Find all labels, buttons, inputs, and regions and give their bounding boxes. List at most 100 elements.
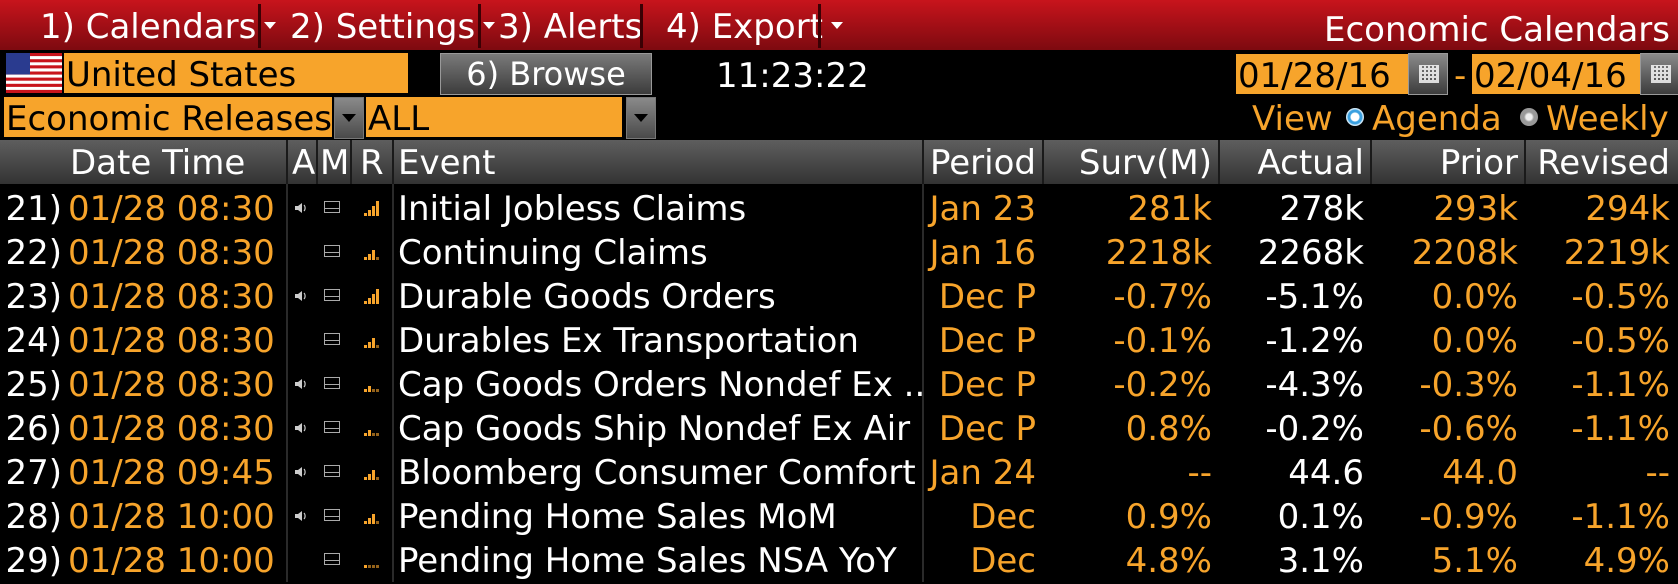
event-name[interactable]: Cap Goods Orders Nondef Ex ... xyxy=(398,365,926,405)
table-row[interactable]: 22) 01/28 08:30 Continuing Claims Jan 16 221… xyxy=(0,230,1678,274)
chevron-down-icon xyxy=(264,22,277,29)
event-name[interactable]: Durable Goods Orders xyxy=(398,277,776,317)
date-range-separator: - xyxy=(1454,56,1467,96)
speaker-icon[interactable] xyxy=(294,201,308,215)
release-datetime: 01/28 08:30 xyxy=(68,365,275,405)
header-alert[interactable]: A xyxy=(292,143,316,183)
table-row[interactable]: 23) 01/28 08:30 Durable Goods Orders Dec P -… xyxy=(0,274,1678,318)
event-period: Dec P xyxy=(938,409,1036,449)
header-mail[interactable]: M xyxy=(320,143,350,183)
menu-calendars[interactable]: 1) Calendars xyxy=(40,0,277,50)
view-agenda-radio[interactable] xyxy=(1346,108,1364,126)
event-period: Dec P xyxy=(938,321,1036,361)
event-name[interactable]: Bloomberg Consumer Comfort xyxy=(398,453,916,493)
speaker-icon[interactable] xyxy=(294,421,308,435)
row-number[interactable]: 26) xyxy=(5,409,62,449)
header-datetime[interactable]: Date Time xyxy=(70,143,246,183)
relevance-bars-icon xyxy=(364,508,382,524)
table-row[interactable]: 25) 01/28 08:30 Cap Goods Orders Nondef Ex… xyxy=(0,362,1678,406)
menu-export[interactable]: 4) Export xyxy=(666,0,844,50)
end-date-field[interactable]: 02/04/16 xyxy=(1472,54,1640,94)
mail-icon[interactable] xyxy=(324,421,340,433)
event-period: Dec P xyxy=(938,277,1036,317)
event-name[interactable]: Durables Ex Transportation xyxy=(398,321,859,361)
us-flag-icon[interactable] xyxy=(6,53,62,93)
header-divider xyxy=(1524,140,1526,184)
mail-icon[interactable] xyxy=(324,245,340,257)
column-divider xyxy=(392,184,394,582)
speaker-icon[interactable] xyxy=(294,289,308,303)
table-row[interactable]: 29) 01/28 10:00 Pending Home Sales NSA YoY… xyxy=(0,538,1678,582)
mail-icon[interactable] xyxy=(324,201,340,213)
row-number[interactable]: 24) xyxy=(5,321,62,361)
speaker-icon[interactable] xyxy=(294,377,308,391)
table-row[interactable]: 27) 01/28 09:45 Bloomberg Consumer Comfort… xyxy=(0,450,1678,494)
start-date-calendar-button[interactable] xyxy=(1408,53,1448,95)
table-row[interactable]: 26) 01/28 08:30 Cap Goods Ship Nondef Ex A… xyxy=(0,406,1678,450)
mail-icon[interactable] xyxy=(324,553,340,565)
header-prior[interactable]: Prior xyxy=(1439,143,1518,183)
revised-value: 294k xyxy=(1585,189,1670,229)
row-number[interactable]: 29) xyxy=(5,541,62,581)
mail-icon[interactable] xyxy=(324,377,340,389)
row-number[interactable]: 28) xyxy=(5,497,62,537)
filter-select[interactable]: ALL xyxy=(366,97,622,137)
relevance-bars-icon xyxy=(364,332,382,348)
event-name[interactable]: Continuing Claims xyxy=(398,233,708,273)
category-select[interactable]: Economic Releases xyxy=(4,97,332,137)
header-divider xyxy=(922,140,924,184)
menu-alerts-label: 3) Alerts xyxy=(498,7,643,47)
event-name[interactable]: Pending Home Sales NSA YoY xyxy=(398,541,897,581)
row-number[interactable]: 22) xyxy=(5,233,62,273)
table-row[interactable]: 24) 01/28 08:30 Durables Ex Transportation… xyxy=(0,318,1678,362)
prior-value: -0.6% xyxy=(1419,409,1518,449)
header-divider xyxy=(1042,140,1044,184)
row-number[interactable]: 23) xyxy=(5,277,62,317)
mail-icon[interactable] xyxy=(324,465,340,477)
view-weekly-label[interactable]: Weekly xyxy=(1546,99,1669,139)
chevron-down-icon xyxy=(483,22,496,29)
table-row[interactable]: 21) 01/28 08:30 Initial Jobless Claims Jan … xyxy=(0,186,1678,230)
view-agenda-label[interactable]: Agenda xyxy=(1372,99,1502,139)
end-date-calendar-button[interactable] xyxy=(1640,53,1678,95)
menu-alerts[interactable]: 3) Alerts xyxy=(498,0,642,50)
event-name[interactable]: Cap Goods Ship Nondef Ex Air xyxy=(398,409,911,449)
prior-value: 44.0 xyxy=(1442,453,1518,493)
relevance-bars-icon xyxy=(364,244,382,260)
filter-value: ALL xyxy=(368,99,430,137)
row-number[interactable]: 25) xyxy=(5,365,62,405)
start-date-field[interactable]: 01/28/16 xyxy=(1236,54,1408,94)
row-number[interactable]: 21) xyxy=(5,189,62,229)
mail-icon[interactable] xyxy=(324,333,340,345)
event-name[interactable]: Pending Home Sales MoM xyxy=(398,497,837,537)
speaker-icon[interactable] xyxy=(294,465,308,479)
table-row[interactable]: 28) 01/28 10:00 Pending Home Sales MoM Dec 0… xyxy=(0,494,1678,538)
end-date-value: 02/04/16 xyxy=(1474,56,1627,94)
prior-value: 2208k xyxy=(1411,233,1518,273)
header-actual[interactable]: Actual xyxy=(1257,143,1364,183)
mail-icon[interactable] xyxy=(324,289,340,301)
speaker-icon[interactable] xyxy=(294,509,308,523)
menu-settings[interactable]: 2) Settings xyxy=(290,0,496,50)
header-event[interactable]: Event xyxy=(398,143,496,183)
actual-value: -5.1% xyxy=(1265,277,1364,317)
row-number[interactable]: 27) xyxy=(5,453,62,493)
country-field[interactable]: United States xyxy=(64,53,408,93)
relevance-bars-icon xyxy=(364,200,382,216)
revised-value: -1.1% xyxy=(1571,365,1670,405)
menu-settings-label: 2) Settings xyxy=(290,7,476,47)
filter-dropdown-button[interactable] xyxy=(626,97,656,139)
browse-button[interactable]: 6) Browse xyxy=(440,53,652,95)
view-weekly-radio[interactable] xyxy=(1520,108,1538,126)
category-dropdown-button[interactable] xyxy=(334,97,364,139)
header-relevance[interactable]: R xyxy=(360,143,384,183)
header-period[interactable]: Period xyxy=(929,143,1036,183)
survey-value: 0.8% xyxy=(1125,409,1212,449)
mail-icon[interactable] xyxy=(324,509,340,521)
column-divider xyxy=(286,184,288,582)
event-name[interactable]: Initial Jobless Claims xyxy=(398,189,747,229)
revised-value: -1.1% xyxy=(1571,497,1670,537)
header-survey[interactable]: Surv(M) xyxy=(1078,143,1212,183)
menu-bar: 1) Calendars 2) Settings 3) Alerts 4) Ex… xyxy=(0,0,1678,50)
header-revised[interactable]: Revised xyxy=(1537,143,1670,183)
